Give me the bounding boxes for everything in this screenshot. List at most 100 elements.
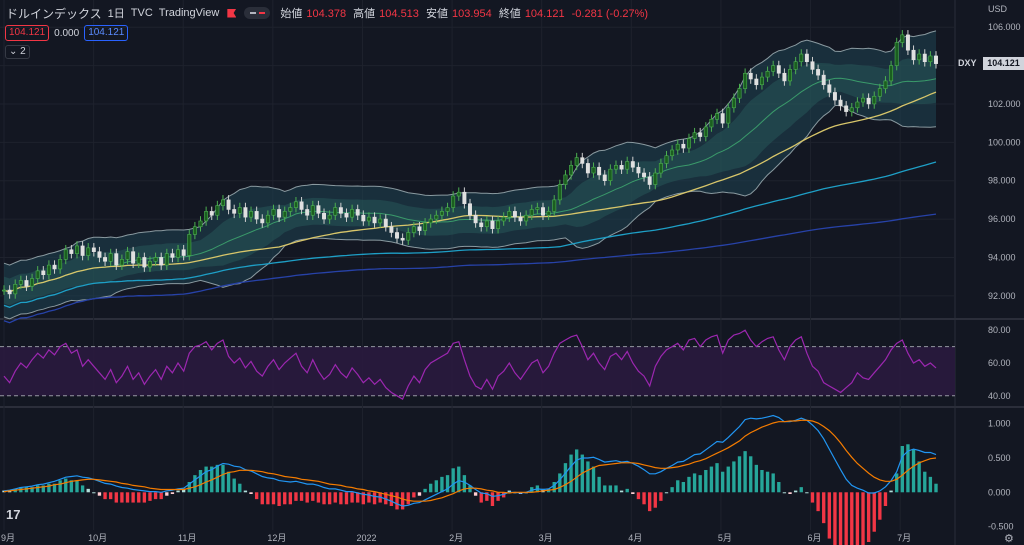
candle	[434, 214, 439, 220]
rsi-line	[3, 329, 937, 400]
macd-histogram-bar	[305, 492, 309, 503]
macd-histogram-bar	[934, 483, 938, 493]
price-tick-label: 92.000	[988, 291, 1016, 301]
candle	[473, 214, 478, 224]
low-label: 安値	[425, 8, 448, 20]
macd-histogram-bar	[496, 492, 500, 501]
macd-histogram-bar	[889, 490, 893, 493]
price-tick-label: 106.000	[988, 22, 1021, 32]
macd-histogram-bar	[923, 471, 927, 493]
price-tick-label: 100.000	[988, 137, 1021, 147]
candle	[181, 249, 186, 256]
macd-histogram-bar	[350, 492, 354, 503]
candle	[198, 220, 203, 228]
candle	[922, 53, 927, 63]
bollinger-lower-line	[3, 104, 937, 320]
candle	[18, 280, 23, 285]
interval-label[interactable]: 1日	[107, 8, 125, 20]
macd-histogram-bar	[866, 492, 871, 542]
macd-histogram-bar	[47, 483, 51, 493]
candle	[630, 161, 635, 168]
macd-histogram-bar	[232, 478, 236, 493]
price-tick-label: 102.000	[988, 99, 1021, 109]
candle	[226, 199, 231, 210]
macd-histogram-bar	[709, 466, 714, 493]
candle	[282, 211, 287, 218]
candle	[726, 107, 731, 124]
candle	[737, 88, 742, 99]
candle	[215, 205, 220, 216]
visibility-toggle-icon[interactable]	[244, 7, 271, 19]
macd-histogram-bar	[603, 485, 607, 493]
candle	[625, 161, 630, 170]
macd-histogram-bar	[563, 463, 568, 493]
macd-histogram-bar	[176, 490, 180, 493]
bb-value-box[interactable]: 104.121	[5, 25, 50, 41]
macd-histogram-bar	[356, 492, 360, 503]
flag-icon[interactable]	[227, 8, 237, 18]
macd-histogram-bar	[159, 492, 163, 500]
candle	[686, 138, 691, 149]
candle	[524, 214, 529, 222]
macd-histogram-bar	[838, 492, 843, 545]
macd-histogram-bar	[193, 475, 197, 493]
candle	[2, 289, 6, 292]
macd-histogram-bar	[749, 456, 753, 493]
candle	[428, 218, 433, 224]
open-label: 始値	[280, 8, 303, 20]
candle	[80, 245, 85, 256]
macd-histogram-bar	[69, 480, 74, 493]
candle	[333, 207, 338, 216]
macd-histogram-bar	[664, 492, 669, 494]
candle	[462, 191, 467, 205]
candle	[164, 253, 169, 266]
candle	[821, 74, 826, 86]
macd-histogram-bar	[204, 466, 208, 493]
macd-histogram-bar	[659, 492, 663, 501]
macd-histogram-bar	[114, 492, 118, 503]
macd-histogram-bar	[720, 471, 725, 493]
candle	[69, 249, 74, 254]
candle	[108, 253, 113, 262]
candle	[782, 72, 787, 82]
candle	[131, 251, 136, 264]
macd-histogram-bar	[238, 483, 242, 493]
candle	[456, 191, 461, 197]
macd-histogram-bar	[765, 471, 770, 493]
candle	[490, 220, 495, 229]
macd-histogram-bar	[148, 492, 152, 501]
currency-label[interactable]: USD	[988, 4, 1008, 14]
candle	[46, 264, 51, 276]
macd-histogram-bar	[277, 492, 281, 506]
candle	[804, 53, 809, 63]
price-tick-label: 94.000	[988, 252, 1016, 262]
macd-histogram-bar	[788, 492, 792, 494]
candle	[512, 211, 517, 218]
ma-value-box[interactable]: 104.121	[84, 25, 129, 41]
candle	[209, 211, 214, 216]
macd-histogram-bar	[142, 492, 147, 503]
collapse-indicators-button[interactable]: ⌄ 2	[5, 45, 30, 59]
macd-histogram-bar	[457, 466, 461, 493]
candle	[35, 270, 40, 279]
gear-icon[interactable]: ⚙	[1004, 533, 1014, 545]
candle	[832, 92, 837, 101]
macd-histogram-bar	[485, 492, 489, 501]
tradingview-logo-icon[interactable]: 17	[6, 507, 21, 522]
sma200-line	[3, 213, 937, 324]
macd-histogram-bar	[299, 492, 304, 501]
macd-tick-label: 0.500	[988, 453, 1011, 463]
chevron-down-icon: ⌄	[9, 46, 18, 57]
macd-histogram-bar	[872, 492, 876, 532]
macd-histogram-bar	[75, 480, 79, 493]
candle	[715, 113, 720, 120]
bollinger-band-fill	[4, 30, 936, 319]
symbol-name[interactable]: ドルインデックス	[6, 6, 102, 21]
candle	[91, 247, 96, 252]
macd-histogram-bar	[226, 471, 231, 493]
candle	[889, 65, 894, 82]
macd-histogram-bar	[125, 492, 130, 503]
macd-histogram-bar	[41, 485, 45, 493]
high-value: 104.513	[379, 8, 419, 20]
